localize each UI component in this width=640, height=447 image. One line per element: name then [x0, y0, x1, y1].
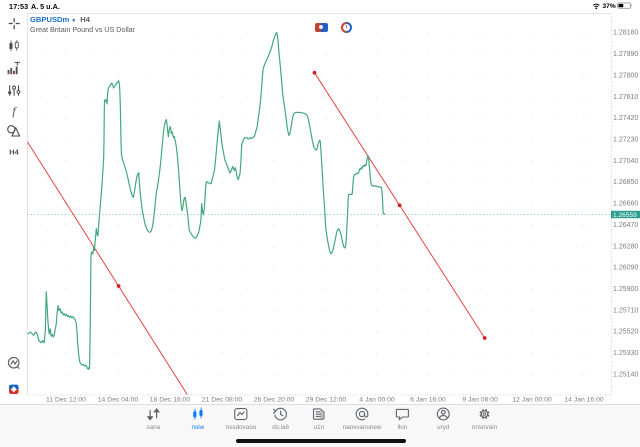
- svg-text:29 Dec 12:00: 29 Dec 12:00: [306, 397, 347, 404]
- svg-text:14 Dec 04:00: 14 Dec 04:00: [98, 397, 139, 404]
- svg-text:f: f: [12, 106, 17, 118]
- svg-text:u1n: u1n: [314, 424, 325, 431]
- svg-text:12 Jan 00:00: 12 Jan 00:00: [512, 397, 552, 404]
- svg-text:18 Dec 16:00: 18 Dec 16:00: [150, 397, 191, 404]
- svg-text:nssdovaou: nssdovaou: [226, 424, 257, 431]
- svg-text:nnsnvain: nnsnvain: [472, 424, 498, 431]
- svg-text:1.28180: 1.28180: [613, 30, 638, 37]
- svg-text:1.27420: 1.27420: [613, 115, 638, 122]
- svg-text:1.27800: 1.27800: [613, 72, 638, 79]
- svg-text:26 Dec 20:00: 26 Dec 20:00: [254, 397, 295, 404]
- svg-text:1.26280: 1.26280: [613, 243, 638, 250]
- svg-text:llun: llun: [397, 424, 407, 431]
- svg-text:1.26090: 1.26090: [613, 265, 638, 272]
- svg-text:4 Jan 00:00: 4 Jan 00:00: [359, 397, 395, 404]
- svg-text:1.25710: 1.25710: [613, 307, 638, 314]
- svg-text:1.25900: 1.25900: [613, 286, 638, 293]
- svg-text:sana: sana: [146, 424, 160, 431]
- svg-text:1.26850: 1.26850: [613, 179, 638, 186]
- svg-text:1.26559: 1.26559: [613, 212, 637, 219]
- svg-text:6 Jan 16:00: 6 Jan 16:00: [410, 397, 446, 404]
- svg-text:uryd: uryd: [437, 424, 450, 431]
- svg-text:1.25520: 1.25520: [613, 329, 638, 336]
- svg-text:1.26660: 1.26660: [613, 201, 638, 208]
- svg-text:21 Dec 08:00: 21 Dec 08:00: [202, 397, 243, 404]
- svg-text:naovvanunew: naovvanunew: [343, 424, 382, 431]
- svg-text:14 Jan 16:00: 14 Jan 16:00: [564, 397, 604, 404]
- svg-text:1.25330: 1.25330: [613, 350, 638, 357]
- svg-text:ds:ia6: ds:ia6: [272, 424, 289, 431]
- svg-text:1.26470: 1.26470: [613, 222, 638, 229]
- svg-text:11 Dec 12:00: 11 Dec 12:00: [46, 397, 86, 404]
- svg-text:nsiw: nsiw: [191, 424, 204, 431]
- svg-text:1.27990: 1.27990: [613, 51, 638, 58]
- svg-text:1.27230: 1.27230: [613, 137, 638, 144]
- svg-text:1.25140: 1.25140: [613, 371, 638, 378]
- svg-text:H4: H4: [9, 148, 19, 157]
- svg-text:1.27610: 1.27610: [613, 94, 638, 101]
- svg-text:9 Jan 08:00: 9 Jan 08:00: [462, 397, 498, 404]
- svg-text:1.27040: 1.27040: [613, 158, 638, 165]
